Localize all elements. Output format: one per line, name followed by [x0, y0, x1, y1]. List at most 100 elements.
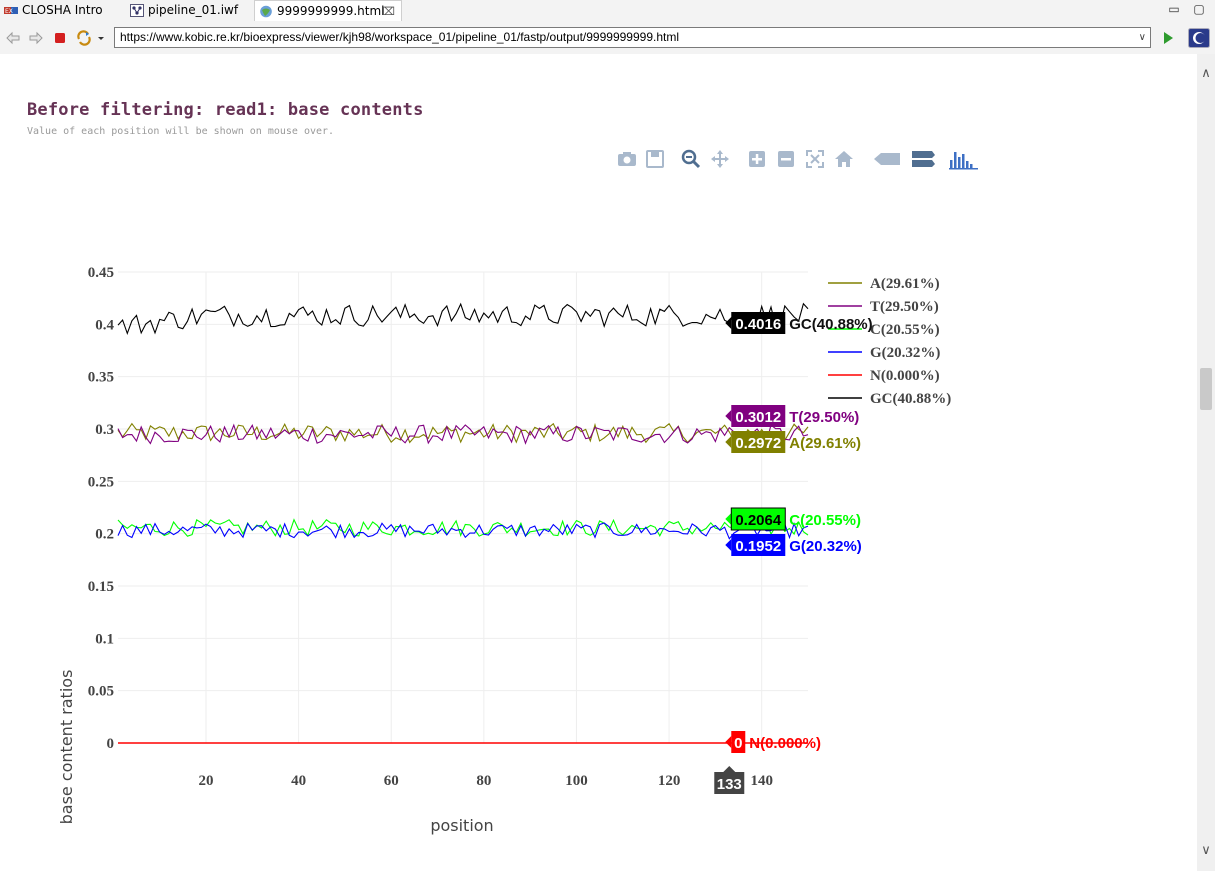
tab-bar: EX CLOSHA Intro pipeline_01.iwf 99999999… — [0, 0, 1215, 23]
eclipse-icon[interactable] — [1188, 28, 1210, 48]
plotly-logo-icon[interactable] — [948, 148, 980, 170]
hover-labels: 0.2972 A(29.61%) 0.3012 T(29.50%) 0.2064 C(20… — [714, 312, 873, 794]
legend-item[interactable]: T(29.50%) — [870, 299, 939, 315]
legend-item[interactable]: GC(40.88%) — [870, 391, 951, 407]
minimize-button[interactable]: ▭ — [1168, 2, 1180, 16]
hover-x-value: 133 — [717, 776, 742, 793]
y-tick-label: 0.25 — [88, 474, 114, 490]
scrollbar-thumb[interactable] — [1200, 368, 1212, 410]
hover-pointer — [725, 539, 732, 551]
page-subtitle: Value of each position will be shown on … — [27, 126, 335, 137]
chart-grid — [118, 271, 808, 744]
x-tick-label: 40 — [291, 773, 306, 789]
zoom-icon[interactable] — [680, 148, 702, 170]
y-tick-label: 0.4 — [95, 317, 114, 333]
hover-value-box — [731, 534, 786, 556]
hover-value-box — [731, 405, 786, 427]
hover-series-label: GC(40.88%) — [789, 316, 872, 333]
legend-item[interactable]: G(20.32%) — [870, 345, 940, 361]
close-tab-icon[interactable]: ⌧ — [382, 5, 395, 18]
chevron-down-icon[interactable]: ∨ — [1138, 32, 1146, 43]
home-icon[interactable] — [833, 148, 855, 170]
autoscale-icon[interactable] — [804, 148, 826, 170]
x-tick-label: 20 — [198, 773, 213, 789]
hover-value: 0.3012 — [735, 409, 781, 426]
hover-value-box — [731, 731, 746, 753]
hover-series-label: G(20.32%) — [789, 538, 862, 555]
chart-legend[interactable]: A(29.61%) T(29.50%) C(20.55%) G(20.32%) N(0.… — [828, 276, 951, 407]
series-line-gc — [117, 302, 809, 336]
x-tick-label: 80 — [476, 773, 491, 789]
hover-value: 0 — [734, 735, 742, 752]
y-tick-label: 0.2 — [95, 527, 114, 543]
legend-item[interactable]: A(29.61%) — [870, 276, 940, 292]
hover-x-box — [714, 772, 745, 794]
hover-series-label: T(29.50%) — [789, 409, 859, 426]
x-tick-label: 140 — [750, 773, 773, 789]
zoom-in-icon[interactable] — [746, 148, 768, 170]
hover-value: 0.2064 — [735, 512, 782, 529]
x-tick-label: 60 — [384, 773, 399, 789]
vertical-scrollbar[interactable] — [1197, 54, 1215, 871]
address-input[interactable]: https://www.kobic.re.kr/bioexpress/viewe… — [114, 27, 1151, 48]
scroll-up-icon[interactable]: ∧ — [1201, 66, 1211, 81]
series-line-t — [117, 423, 809, 445]
closha-icon: EX — [4, 7, 18, 15]
hover-value: 0.4016 — [735, 316, 781, 333]
y-tick-label: 0.35 — [88, 370, 114, 386]
pan-icon[interactable] — [709, 148, 731, 170]
hover-compare-icon[interactable] — [910, 148, 936, 170]
hover-pointer — [725, 410, 732, 422]
hover-closest-icon[interactable] — [872, 148, 902, 170]
refresh-icon[interactable] — [76, 30, 92, 46]
workflow-icon — [130, 4, 144, 17]
hover-value: 0.2972 — [735, 435, 781, 452]
x-tick-label: 120 — [658, 773, 681, 789]
legend-item[interactable]: C(20.55%) — [870, 322, 940, 338]
page-title: Before filtering: read1: base contents — [27, 100, 424, 120]
camera-icon[interactable] — [616, 148, 638, 170]
x-tick-label: 100 — [565, 773, 588, 789]
zoom-out-icon[interactable] — [775, 148, 797, 170]
hover-pointer — [725, 436, 732, 448]
chevron-down-icon[interactable] — [96, 30, 106, 46]
maximize-button[interactable]: ▢ — [1193, 2, 1205, 16]
tab-active-html[interactable]: 9999999999.html ⌧ — [254, 0, 402, 21]
y-tick-label: 0.3 — [95, 422, 114, 438]
svg-text:EX: EX — [5, 8, 13, 15]
series-line-g — [117, 521, 809, 540]
hover-value-box — [731, 431, 786, 453]
x-axis-ticks: 20 40 60 80 100 120 140 — [198, 773, 772, 789]
tab-pipeline[interactable]: pipeline_01.iwf — [126, 0, 254, 21]
tab-label: CLOSHA Intro — [22, 3, 103, 17]
y-tick-label: 0.15 — [88, 579, 114, 595]
tab-label: 9999999999.html — [277, 4, 385, 18]
go-icon[interactable] — [1160, 30, 1176, 46]
y-tick-label: 0.1 — [95, 631, 114, 647]
hover-x-pointer — [723, 766, 736, 772]
y-axis-ticks: 0 0.05 0.1 0.15 0.2 0.25 0.3 0.35 0.4 0.45 — [88, 265, 115, 752]
series-line-c — [117, 518, 809, 537]
back-icon[interactable] — [5, 30, 21, 46]
x-axis-label: position — [430, 816, 493, 835]
address-url: https://www.kobic.re.kr/bioexpress/viewe… — [120, 30, 679, 44]
stop-icon[interactable] — [52, 30, 68, 46]
save-icon[interactable] — [644, 148, 666, 170]
legend-item[interactable]: N(0.000%) — [870, 368, 940, 384]
hover-pointer — [725, 317, 732, 329]
hover-series-label: N(0.000%) — [749, 735, 821, 752]
base-content-chart[interactable]: 0 0.05 0.1 0.15 0.2 0.25 0.3 0.35 0.4 0.45 20 40 60… — [0, 230, 1000, 870]
hover-value-box — [731, 312, 786, 334]
y-axis-label: base content ratios — [57, 670, 76, 825]
hover-value-box — [730, 507, 786, 531]
hover-value: 0.1952 — [735, 538, 781, 555]
globe-icon — [260, 5, 272, 18]
forward-icon[interactable] — [28, 30, 44, 46]
hover-pointer — [725, 513, 732, 525]
hover-pointer — [725, 736, 732, 748]
y-tick-label: 0.45 — [88, 265, 114, 281]
tab-closha-intro[interactable]: EX CLOSHA Intro — [0, 0, 124, 21]
y-tick-label: 0 — [107, 736, 115, 752]
scroll-down-icon[interactable]: ∨ — [1201, 843, 1211, 858]
hover-series-label: A(29.61%) — [789, 435, 861, 452]
